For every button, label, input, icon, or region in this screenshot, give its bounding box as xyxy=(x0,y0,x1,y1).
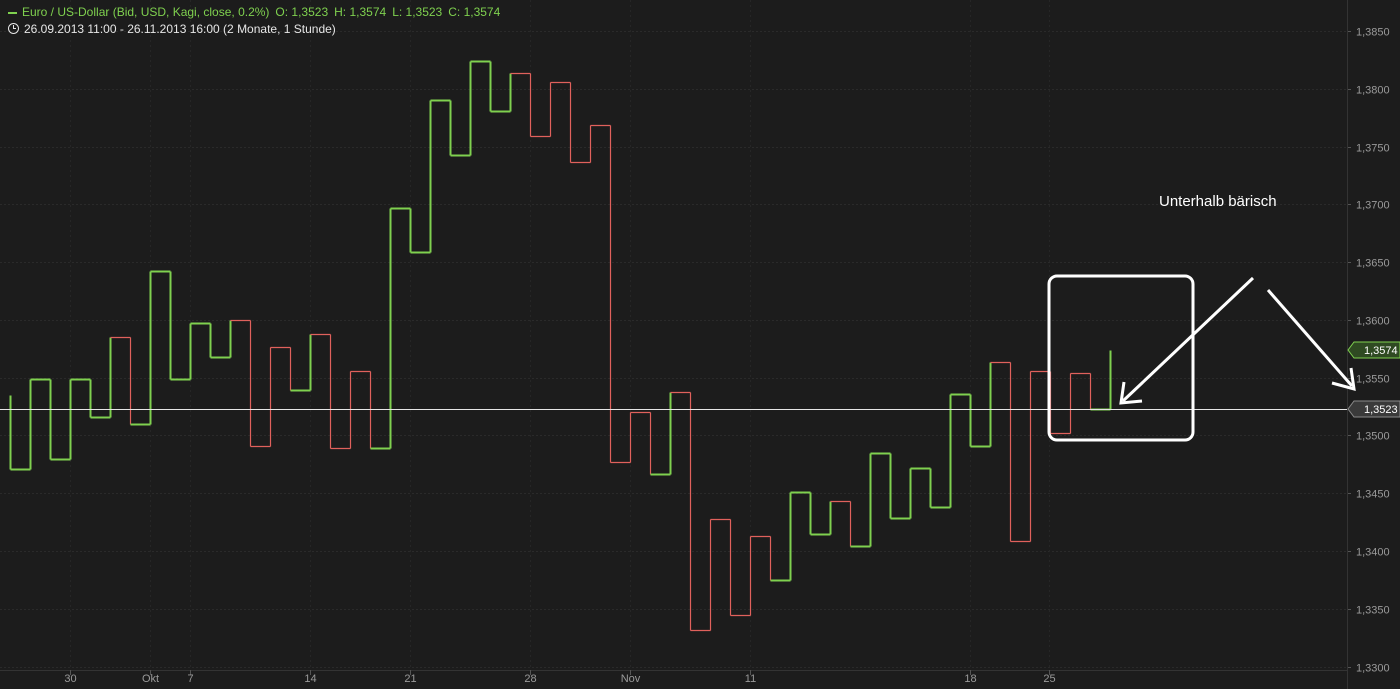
price-tag-label: 1,3523 xyxy=(1364,404,1398,416)
annotation-text: Unterhalb bärisch xyxy=(1159,193,1277,210)
x-tick-label: 18 xyxy=(964,673,976,685)
instrument-header: Euro / US-Dollar (Bid, USD, Kagi, close,… xyxy=(8,5,500,19)
x-tick-label: 25 xyxy=(1043,673,1055,685)
y-tick-label: 1,3350 xyxy=(1356,605,1390,617)
y-tick-label: 1,3850 xyxy=(1356,27,1390,39)
arrow-left-shaft xyxy=(1121,276,1255,403)
high-value: H: 1,3574 xyxy=(334,5,387,19)
y-tick-label: 1,3400 xyxy=(1356,547,1390,559)
x-tick-label: 7 xyxy=(187,673,193,685)
vertical-grid xyxy=(70,0,1050,670)
kagi-line xyxy=(9,60,1112,632)
x-tick-label: 28 xyxy=(524,673,536,685)
time-range: 26.09.2013 11:00 - 26.11.2013 16:00 (2 M… xyxy=(24,22,336,36)
y-tick-label: 1,3300 xyxy=(1356,663,1390,675)
x-tick-label: 21 xyxy=(404,673,416,685)
price-axis: 1,3850 1,3800 1,3750 1,3700 1,3650 1,3600 1,35… xyxy=(1347,0,1390,689)
time-range-header: 26.09.2013 11:00 - 26.11.2013 16:00 (2 M… xyxy=(8,22,336,36)
x-tick-label: Nov xyxy=(621,673,641,685)
y-tick-label: 1,3700 xyxy=(1356,200,1390,212)
arrow-right-shaft xyxy=(1266,289,1354,387)
horizontal-grid xyxy=(0,31,1347,668)
arrow-left-head xyxy=(1119,381,1143,405)
y-tick-label: 1,3450 xyxy=(1356,489,1390,501)
price-tag-label: 1,3574 xyxy=(1364,345,1398,357)
open-value: O: 1,3523 xyxy=(275,5,329,19)
price-tags: 1,3574 1,3523 xyxy=(1347,341,1400,418)
x-tick-label: 11 xyxy=(745,673,756,685)
clock-icon xyxy=(8,23,19,34)
low-value: L: 1,3523 xyxy=(392,5,443,19)
highlight-box xyxy=(1047,274,1195,442)
y-tick-label: 1,3600 xyxy=(1356,316,1390,328)
annotation: Unterhalb bärisch xyxy=(1047,193,1356,442)
price-tag-shape xyxy=(1347,400,1400,418)
arrow-right-head xyxy=(1331,367,1356,392)
instrument-title: Euro / US-Dollar (Bid, USD, Kagi, close,… xyxy=(22,5,270,19)
close-value: C: 1,3574 xyxy=(448,5,501,19)
y-tick-label: 1,3550 xyxy=(1356,374,1390,386)
x-tick-label: 30 xyxy=(64,673,76,685)
y-tick-label: 1,3500 xyxy=(1356,431,1390,443)
x-tick-label: 14 xyxy=(304,673,316,685)
series-legend-icon xyxy=(8,11,17,14)
y-tick-label: 1,3800 xyxy=(1356,85,1390,97)
price-tag-shape xyxy=(1347,341,1400,359)
x-tick-label: Okt xyxy=(142,673,159,685)
date-axis: 30 Okt 7 14 21 28 Nov 11 18 25 xyxy=(0,670,1347,685)
y-tick-label: 1,3650 xyxy=(1356,258,1390,270)
y-tick-label: 1,3750 xyxy=(1356,143,1390,155)
